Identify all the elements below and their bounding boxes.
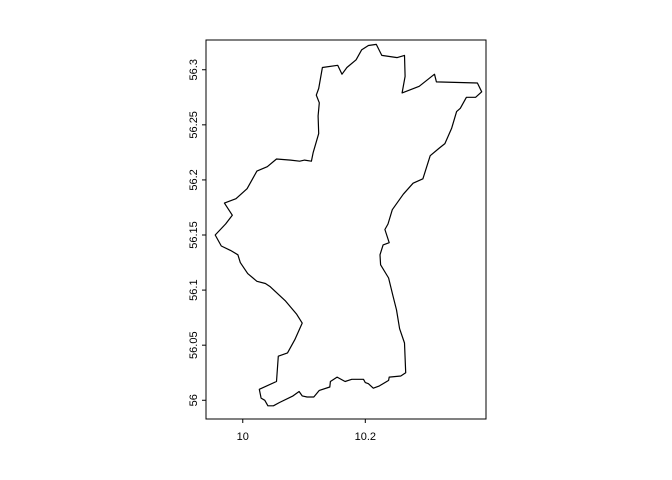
x-tick-label: 10 xyxy=(237,431,249,443)
x-axis: 10 10.2 xyxy=(237,419,376,443)
region-boundary-outline xyxy=(214,43,483,407)
plot-frame xyxy=(205,39,487,420)
y-tick-label: 56.1 xyxy=(188,279,200,300)
y-tick-label: 56.3 xyxy=(188,59,200,80)
y-tick-label: 56.15 xyxy=(188,221,200,249)
y-tick-label: 56.25 xyxy=(188,111,200,139)
y-tick-label: 56 xyxy=(188,394,200,406)
y-tick-label: 56.2 xyxy=(188,169,200,190)
y-axis: 56 56.05 56.1 56.15 56.2 56.25 56.3 xyxy=(188,59,206,406)
y-tick-label: 56.05 xyxy=(188,331,200,359)
x-tick-label: 10.2 xyxy=(355,431,376,443)
